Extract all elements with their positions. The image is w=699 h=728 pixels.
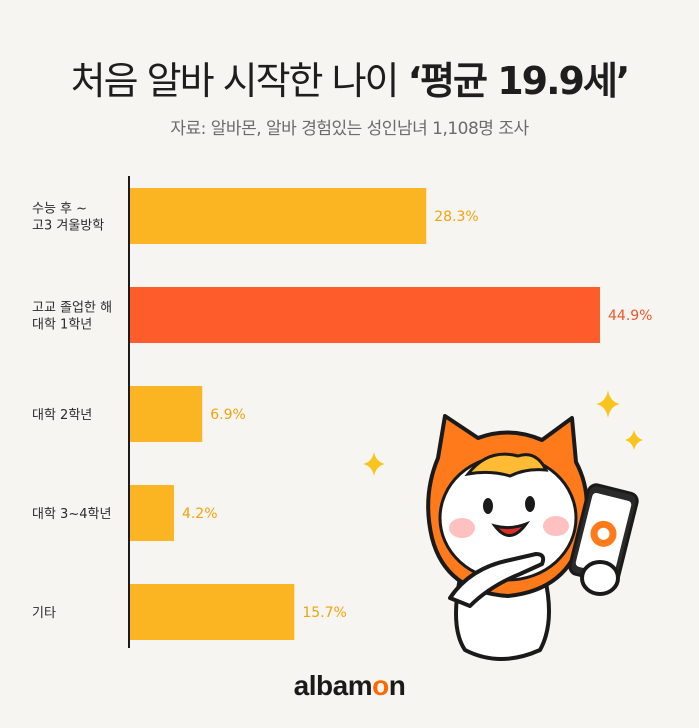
bar-3: [130, 485, 174, 541]
sparkle-icon: [625, 430, 643, 450]
title-prefix: 처음 알바 시작한 나이: [70, 59, 408, 103]
value-label-1: 44.9%: [608, 308, 652, 324]
bar-1: [130, 287, 600, 343]
mascot-arm: [448, 552, 546, 608]
category-label-3-0: 대학 3~4학년: [32, 507, 111, 522]
category-label-4-0: 기타: [32, 606, 56, 621]
value-label-0: 28.3%: [434, 209, 478, 225]
value-label-2: 6.9%: [210, 407, 246, 423]
mascot-cheek: [543, 516, 569, 536]
mascot-illustration: [363, 390, 643, 661]
title-highlight: ‘평균 19.9세’: [407, 59, 631, 103]
category-label-2-0: 대학 2학년: [32, 408, 92, 423]
chart-title: 처음 알바 시작한 나이 ‘평균 19.9세’: [0, 50, 699, 105]
category-label-0-0: 수능 후 ~: [32, 202, 87, 217]
category-label-1-1: 대학 1학년: [32, 318, 92, 333]
mascot-eye: [483, 498, 493, 514]
mascot-mouth: [491, 520, 531, 537]
mascot-hand: [580, 560, 620, 596]
bar-0: [130, 188, 427, 244]
bar-2: [130, 386, 203, 442]
category-label-1-0: 고교 졸업한 해: [32, 301, 112, 316]
value-label-3: 4.2%: [182, 506, 218, 522]
sparkle-icon: [596, 390, 620, 418]
albamon-logo: albamon: [293, 670, 406, 701]
sparkle-icon: [363, 452, 385, 476]
chart-subtitle: 자료: 알바몬, 알바 경험있는 성인남녀 1,108명 조사: [170, 119, 529, 139]
mascot-eye: [525, 496, 535, 512]
mascot-hair: [464, 452, 549, 478]
mascot-cheek: [449, 518, 475, 538]
category-label-0-1: 고3 겨울방학: [32, 219, 104, 234]
value-label-4: 15.7%: [302, 605, 346, 621]
bar-4: [130, 584, 295, 640]
